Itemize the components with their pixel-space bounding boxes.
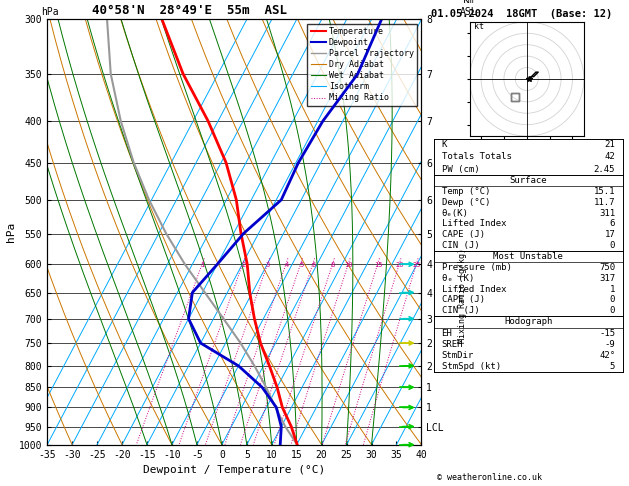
Text: 0: 0: [610, 295, 615, 305]
Text: 17: 17: [604, 230, 615, 239]
Text: CAPE (J): CAPE (J): [442, 230, 484, 239]
Text: 2.45: 2.45: [594, 165, 615, 174]
Text: CAPE (J): CAPE (J): [442, 295, 484, 305]
Text: 42: 42: [604, 153, 615, 161]
Text: SREH: SREH: [442, 340, 463, 349]
Text: 4: 4: [284, 262, 289, 268]
Text: 317: 317: [599, 274, 615, 283]
Text: 6: 6: [610, 219, 615, 228]
Text: 0: 0: [610, 306, 615, 315]
Text: 21: 21: [604, 140, 615, 149]
Text: 15: 15: [374, 262, 382, 268]
Text: Temp (°C): Temp (°C): [442, 187, 490, 196]
Text: StmSpd (kt): StmSpd (kt): [442, 362, 501, 371]
Text: kt: kt: [474, 22, 484, 31]
Text: 40°58'N  28°49'E  55m  ASL: 40°58'N 28°49'E 55m ASL: [92, 4, 287, 17]
Text: 20: 20: [396, 262, 404, 268]
Text: hPa: hPa: [41, 7, 58, 17]
Y-axis label: km
ASL: km ASL: [445, 223, 467, 241]
Text: StmDir: StmDir: [442, 351, 474, 360]
Text: Most Unstable: Most Unstable: [493, 252, 564, 261]
Text: Lifted Index: Lifted Index: [442, 219, 506, 228]
Text: 10: 10: [345, 262, 353, 268]
Text: Surface: Surface: [509, 176, 547, 185]
Text: 2: 2: [241, 262, 245, 268]
X-axis label: Dewpoint / Temperature (°C): Dewpoint / Temperature (°C): [143, 465, 325, 475]
Text: K: K: [442, 140, 447, 149]
Text: 11.7: 11.7: [594, 198, 615, 207]
Text: 1: 1: [201, 262, 205, 268]
Text: 01.05.2024  18GMT  (Base: 12): 01.05.2024 18GMT (Base: 12): [431, 9, 612, 19]
Y-axis label: hPa: hPa: [6, 222, 16, 242]
Text: © weatheronline.co.uk: © weatheronline.co.uk: [437, 473, 542, 482]
Text: 42°: 42°: [599, 351, 615, 360]
Text: CIN (J): CIN (J): [442, 306, 479, 315]
Text: Lifted Index: Lifted Index: [442, 284, 506, 294]
Text: θₑ(K): θₑ(K): [442, 208, 469, 218]
Text: Mixing Ratio (g/kg): Mixing Ratio (g/kg): [458, 248, 467, 343]
Text: 6: 6: [311, 262, 315, 268]
Text: 8: 8: [331, 262, 335, 268]
Text: Hodograph: Hodograph: [504, 317, 552, 327]
Text: EH: EH: [442, 329, 452, 338]
Text: 0: 0: [610, 241, 615, 250]
Text: 750: 750: [599, 262, 615, 272]
Text: θₑ (K): θₑ (K): [442, 274, 474, 283]
Text: Totals Totals: Totals Totals: [442, 153, 511, 161]
Text: 5: 5: [610, 362, 615, 371]
Text: Dewp (°C): Dewp (°C): [442, 198, 490, 207]
Text: Pressure (mb): Pressure (mb): [442, 262, 511, 272]
Text: 311: 311: [599, 208, 615, 218]
Legend: Temperature, Dewpoint, Parcel Trajectory, Dry Adiabat, Wet Adiabat, Isotherm, Mi: Temperature, Dewpoint, Parcel Trajectory…: [307, 24, 417, 106]
Text: CIN (J): CIN (J): [442, 241, 479, 250]
Text: 15.1: 15.1: [594, 187, 615, 196]
Text: km
ASL: km ASL: [460, 0, 477, 17]
Text: -15: -15: [599, 329, 615, 338]
Text: -9: -9: [604, 340, 615, 349]
Text: 25: 25: [413, 262, 421, 268]
Text: PW (cm): PW (cm): [442, 165, 479, 174]
Text: 1: 1: [610, 284, 615, 294]
Text: 3: 3: [266, 262, 270, 268]
Text: 5: 5: [299, 262, 303, 268]
